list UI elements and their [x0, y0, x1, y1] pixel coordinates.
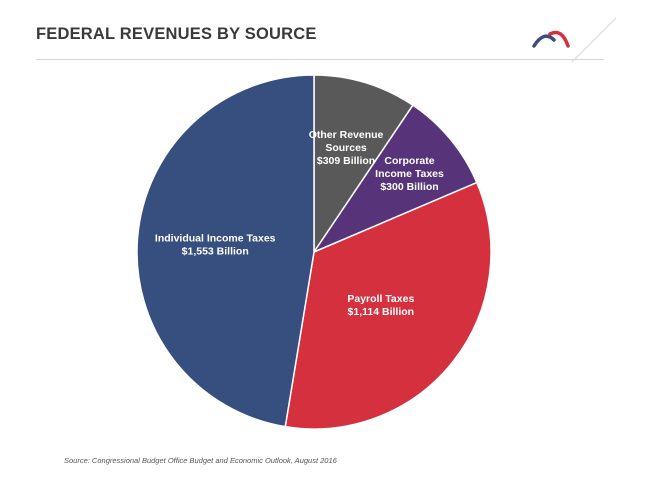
pie-label-line: Sources [325, 142, 367, 154]
pie-label-line: Income Taxes [375, 168, 444, 180]
pie-slice-individual-income-taxes [136, 74, 315, 428]
header-divider-slant [571, 17, 617, 63]
pie-label-individual-income-taxes: Individual Income Taxes $1,553 Billion [155, 232, 276, 257]
pie-slice-payroll-taxes [284, 181, 492, 430]
pie-label-line: $1,553 Billion [182, 245, 249, 257]
header: FEDERAL REVENUES BY SOURCE [0, 0, 650, 64]
pie-label-other-revenue-sources: Other Revenue Sources $309 Billion [309, 129, 384, 167]
pie-label-line: Individual Income Taxes [155, 232, 276, 244]
page-title: FEDERAL REVENUES BY SOURCE [36, 25, 317, 43]
arc-logo-icon [532, 30, 570, 48]
source-note: Source: Congressional Budget Office Budg… [64, 456, 337, 465]
pie-label-line: Other Revenue [309, 129, 384, 141]
pie-slice-other-revenue-sources [313, 74, 414, 255]
pie-label-payroll-taxes: Payroll Taxes $1,114 Billion [347, 293, 414, 318]
pie-label-corporate-income-taxes: Corporate Income Taxes $300 Billion [375, 155, 444, 193]
pie-label-line: $300 Billion [380, 181, 438, 193]
pie-slices [136, 74, 492, 430]
pie-label-line: Payroll Taxes [347, 293, 414, 305]
pie-label-line: $1,114 Billion [348, 306, 415, 318]
pie-label-line: $309 Billion [317, 155, 375, 167]
header-divider [36, 59, 604, 60]
pie-labels: Other Revenue Sources $309 Billion Corporat… [155, 129, 444, 318]
pie-label-line: Corporate [384, 155, 434, 167]
pie-slice-corporate-income-taxes [311, 104, 478, 254]
